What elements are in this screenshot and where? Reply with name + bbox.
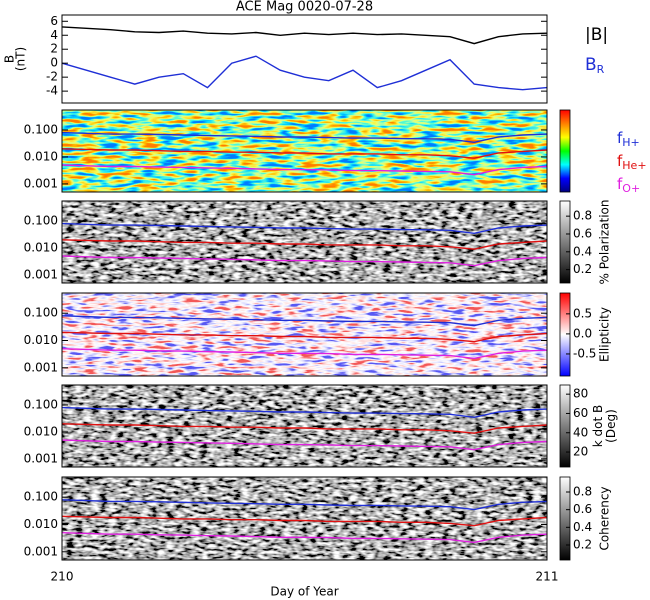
- colorbar-tick-label: 40: [573, 425, 588, 439]
- colorbar-label: Coherency: [598, 486, 612, 550]
- series-line: [61, 239, 548, 250]
- y-tick-label: 0.001: [24, 544, 58, 558]
- series-line: [61, 439, 548, 451]
- colorbar: [559, 476, 571, 561]
- y-axis-label: (nT): [14, 47, 28, 71]
- legend-name: B: [585, 55, 597, 75]
- series-line: [61, 55, 548, 91]
- series-line: [61, 532, 548, 544]
- colorbar: [559, 292, 571, 377]
- colorbar-label: (Deg): [604, 409, 618, 443]
- y-tick-label: 0.100: [24, 490, 58, 504]
- y-tick-label: 0: [50, 56, 58, 70]
- colorbar: [559, 200, 571, 284]
- y-tick-label: 0.100: [24, 122, 58, 136]
- x-tick-label: 211: [536, 570, 559, 584]
- legend-entry: fH+: [617, 129, 640, 150]
- series-line: [61, 348, 548, 360]
- legend-name: |B|: [585, 25, 608, 45]
- colorbar: [559, 109, 571, 193]
- spectrogram: [62, 293, 547, 376]
- y-tick-label: 0.100: [24, 213, 58, 227]
- y-tick-label: 0.001: [24, 360, 58, 374]
- series-line: [61, 515, 548, 527]
- y-tick-label: 0.001: [24, 267, 58, 281]
- panel-frame: [61, 200, 548, 284]
- series-line: [61, 499, 548, 511]
- panel-frame: [61, 476, 548, 561]
- y-tick-label: 0.010: [24, 149, 58, 163]
- legend-subscript: H+: [622, 136, 640, 149]
- panel-frame: [61, 109, 548, 193]
- spectrogram: [62, 201, 547, 283]
- y-tick-label: 0.100: [24, 306, 58, 320]
- spectrogram: [62, 110, 547, 192]
- series-line: [61, 131, 548, 144]
- colorbar-tick-label: 0.5: [573, 306, 592, 320]
- series-line: [61, 423, 548, 434]
- series-line: [61, 222, 548, 235]
- y-tick-label: 6: [50, 14, 58, 28]
- x-axis-label: Day of Year: [270, 585, 338, 599]
- y-tick-label: -2: [46, 70, 58, 84]
- legend-entry: BR: [585, 55, 605, 76]
- colorbar-tick-label: 0.0: [573, 326, 592, 340]
- legend-name: f: [617, 152, 623, 170]
- y-tick-label: 0.010: [24, 333, 58, 347]
- y-tick-label: 0.001: [24, 176, 58, 190]
- legend-entry: fHe+: [617, 152, 647, 173]
- legend-subscript: He+: [622, 159, 646, 172]
- spectrogram: [62, 385, 547, 467]
- legend-name: f: [617, 175, 623, 193]
- colorbar-tick-label: 0.2: [573, 262, 592, 276]
- legend-entry: fO+: [617, 175, 640, 196]
- panel-frame: [61, 292, 548, 377]
- y-tick-label: 4: [50, 28, 58, 42]
- y-tick-label: 0.001: [24, 451, 58, 465]
- legend-entry: |B|: [585, 25, 608, 45]
- x-tick-label: 210: [51, 570, 74, 584]
- series-line: [61, 26, 548, 45]
- y-tick-label: 0.010: [24, 517, 58, 531]
- colorbar-tick-label: -0.5: [573, 346, 596, 360]
- colorbar-tick-label: 0.4: [573, 520, 592, 534]
- series-line: [61, 164, 548, 176]
- series-line: [61, 406, 548, 419]
- legend-subscript: O+: [622, 182, 640, 195]
- legend-subscript: R: [597, 63, 605, 76]
- colorbar-tick-label: 80: [573, 387, 588, 401]
- y-tick-label: 0.010: [24, 240, 58, 254]
- series-line: [61, 255, 548, 267]
- colorbar: [559, 384, 571, 468]
- series-line: [61, 331, 548, 343]
- y-tick-label: 0.010: [24, 424, 58, 438]
- series-line: [61, 315, 548, 327]
- colorbar-tick-label: 0.8: [573, 485, 592, 499]
- panel-frame: [61, 14, 548, 104]
- series-line: [61, 148, 548, 159]
- colorbar-tick-label: 0.6: [573, 502, 592, 516]
- spectrogram: [62, 477, 547, 560]
- colorbar-tick-label: 0.2: [573, 537, 592, 551]
- colorbar-label: Ellipticity: [598, 307, 612, 362]
- colorbar-tick-label: 60: [573, 406, 588, 420]
- y-tick-label: 2: [50, 42, 58, 56]
- colorbar-tick-label: 0.4: [573, 244, 592, 258]
- colorbar-label: k dot B: [591, 405, 605, 447]
- chart-title: ACE Mag 0020-07-28: [236, 0, 373, 15]
- panel-frame: [61, 384, 548, 468]
- legend-name: f: [617, 129, 623, 147]
- colorbar-tick-label: 0.6: [573, 226, 592, 240]
- y-axis-label: B: [3, 55, 17, 63]
- y-tick-label: 0.100: [24, 397, 58, 411]
- colorbar-tick-label: 0.8: [573, 209, 592, 223]
- colorbar-label: % Polarization: [598, 200, 612, 285]
- colorbar-tick-label: 20: [573, 445, 588, 459]
- y-tick-label: -4: [46, 84, 58, 98]
